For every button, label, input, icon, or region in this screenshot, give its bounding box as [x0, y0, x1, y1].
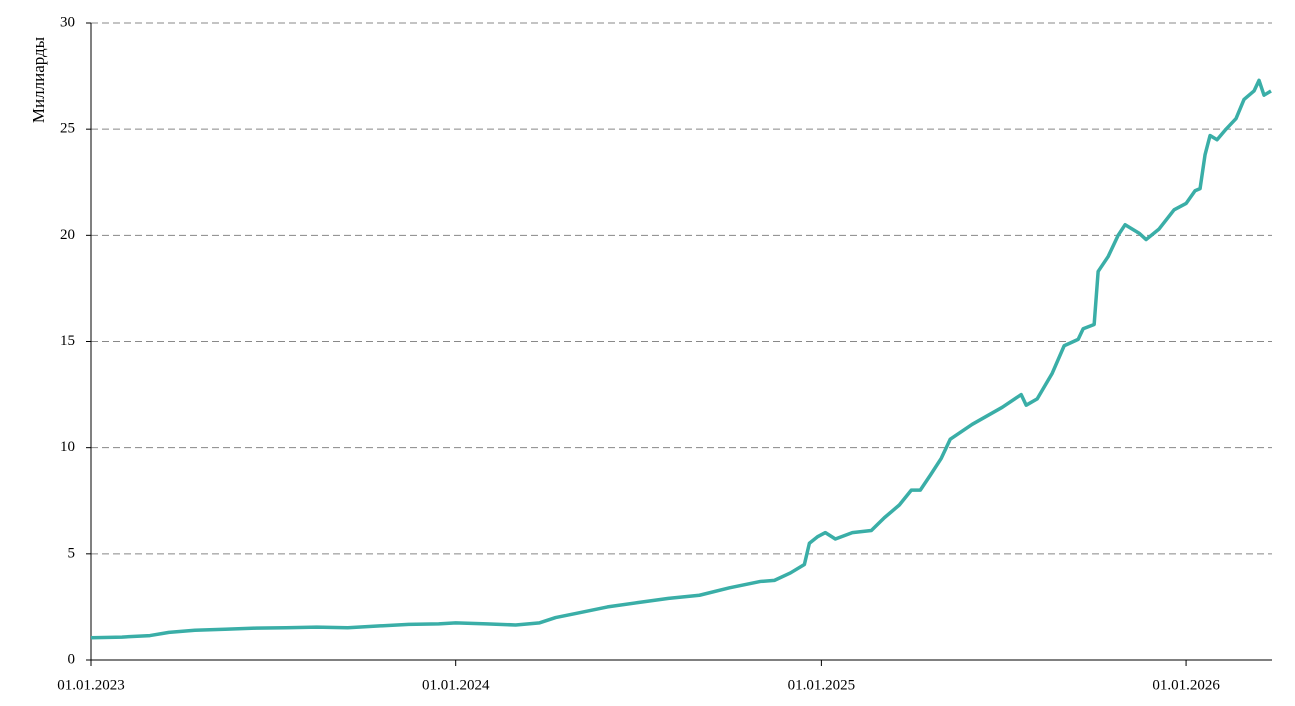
data-line: [90, 78, 1272, 640]
y-tick-label: 5: [68, 545, 76, 561]
x-tick-label: 01.01.2025: [788, 677, 856, 693]
y-tick-label: 25: [60, 121, 75, 137]
y-tick-label: 20: [60, 227, 75, 243]
y-tick-label: 15: [60, 333, 75, 349]
y-tick-label: 30: [60, 14, 75, 30]
x-tick-label: 01.01.2026: [1152, 677, 1220, 693]
y-tick-label: 0: [68, 651, 76, 667]
x-tick-label: 01.01.2023: [57, 677, 125, 693]
y-axis-label: Миллиарды: [29, 36, 48, 123]
x-tick-label: 01.01.2024: [422, 677, 490, 693]
y-tick-label: 10: [60, 439, 75, 455]
